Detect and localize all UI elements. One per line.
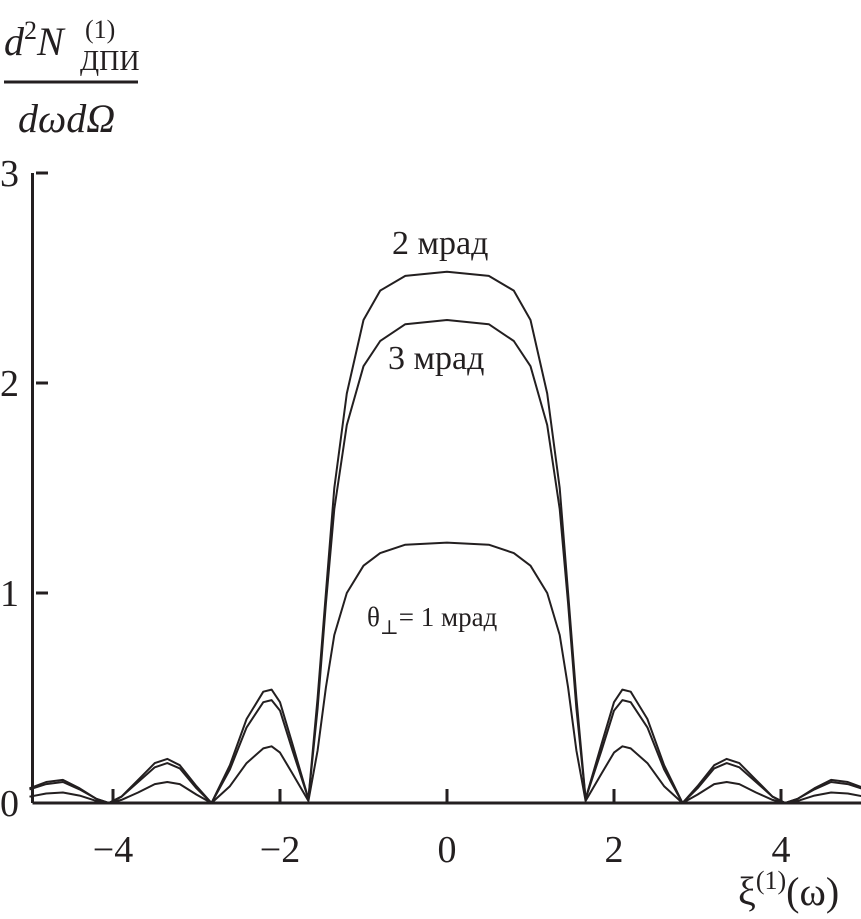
ylabel-d: d	[4, 19, 25, 64]
x-tick-label: −4	[93, 829, 133, 871]
series-line-2	[29, 541, 861, 804]
annotation-1mrad: θ⊥= 1 мрад	[367, 602, 498, 639]
y-tick-label: 3	[0, 153, 19, 195]
series-line-0	[29, 270, 861, 804]
y-tick-label: 1	[0, 573, 19, 615]
svg-text:ξ(1)(ω): ξ(1)(ω)	[738, 866, 839, 914]
annotation-2mrad: 2 мрад	[392, 225, 488, 262]
ylabel-denominator: dωdΩ	[18, 96, 115, 141]
y-tick-label: 0	[0, 783, 19, 825]
x-tick-label: −2	[260, 829, 300, 871]
x-tick-label: 2	[605, 829, 624, 871]
ticks: 0 1 2 3 −4 −2 0 2 4	[0, 153, 791, 871]
curves	[29, 270, 861, 804]
ylabel-var: N	[36, 19, 66, 64]
series-line-1	[29, 319, 861, 804]
ylabel-pow: 2	[24, 16, 37, 45]
ylabel-sup: (1)	[85, 15, 115, 44]
y-tick-label: 2	[0, 363, 19, 405]
ylabel-sub: ДПИ	[80, 46, 140, 77]
x-tick-label: 4	[772, 829, 791, 871]
y-axis-label: d2N (1) ДПИ dωdΩ	[4, 15, 140, 141]
x-axis-label: ξ(1)(ω)	[738, 866, 839, 914]
svg-text:d2N: d2N	[4, 16, 66, 64]
annotation-3mrad: 3 мрад	[388, 340, 484, 377]
x-tick-label: 0	[438, 829, 457, 871]
axes	[31, 173, 861, 805]
